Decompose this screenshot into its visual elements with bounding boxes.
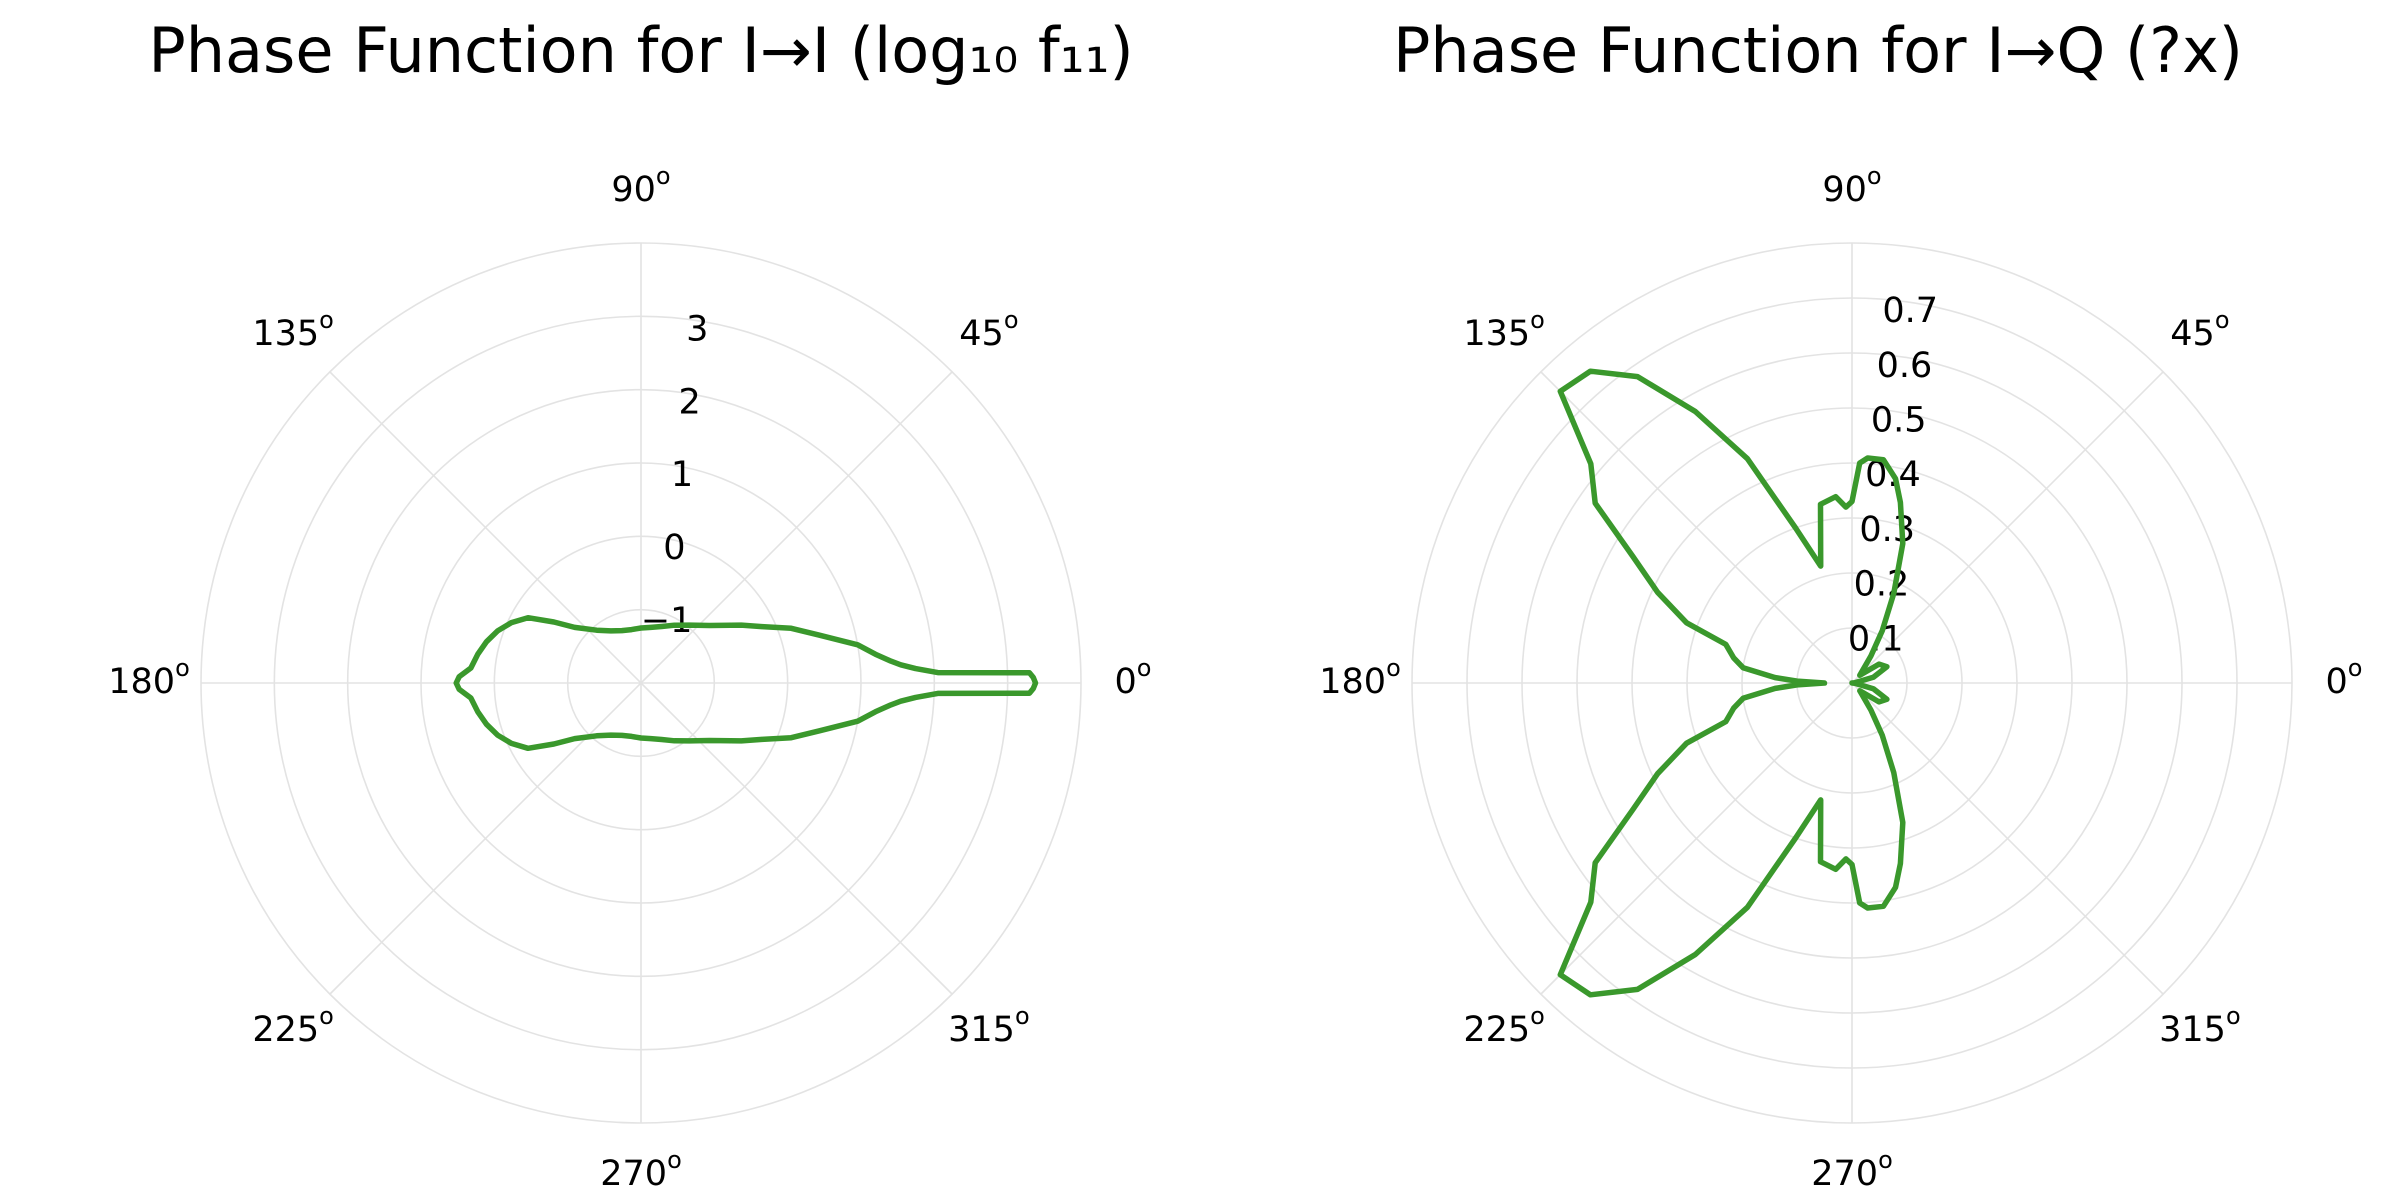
right-angle-tick-label: 270o — [1811, 1146, 1893, 1194]
right-angular-gridline — [1851, 371, 2164, 684]
right-angle-tick-label: 180o — [1319, 654, 1401, 702]
right-radial-tick-label: 0.7 — [1882, 291, 1938, 331]
left-angular-gridline — [640, 682, 953, 995]
left-series-line — [453, 614, 1039, 752]
right-radial-tick-label: 0.5 — [1871, 401, 1927, 441]
left-angular-gridline — [329, 371, 642, 684]
left-radial-tick-label: 0 — [663, 528, 685, 568]
right-angle-tick-label: 315o — [2159, 1002, 2241, 1050]
left-polar-chart: Phase Function for I→I (log₁₀ f₁₁) 0o 45o 9… — [108, 14, 1151, 1194]
right-polar-chart: Phase Function for I→Q (?x) 0o 45o 90o 135o 1… — [1319, 14, 2362, 1194]
right-angle-tick-label: 0o — [2326, 654, 2363, 702]
left-angular-gridline — [329, 682, 642, 995]
left-angle-tick-label: 135o — [252, 306, 334, 354]
right-angular-gridline — [1540, 682, 1853, 995]
right-angle-tick-label: 225o — [1463, 1002, 1545, 1050]
left-angle-tick-label: 90o — [611, 162, 670, 210]
left-angle-tick-label: 225o — [252, 1002, 334, 1050]
left-radial-tick-label: 2 — [679, 382, 701, 422]
left-angular-gridline — [640, 371, 953, 684]
right-radial-tick-label: 0.3 — [1859, 510, 1915, 550]
right-angle-tick-label: 135o — [1463, 306, 1545, 354]
left-angle-tick-label: 180o — [108, 654, 190, 702]
left-angle-tick-label: 0o — [1115, 654, 1152, 702]
right-chart-title: Phase Function for I→Q (?x) — [1393, 14, 2243, 87]
left-radial-tick-label: 3 — [686, 309, 708, 349]
right-angular-gridline — [1540, 371, 1853, 684]
right-series-line — [1557, 368, 1906, 998]
right-angle-tick-label: 90o — [1822, 162, 1881, 210]
left-angle-tick-label: 270o — [600, 1146, 682, 1194]
left-angle-tick-label: 315o — [948, 1002, 1029, 1050]
left-chart-title: Phase Function for I→I (log₁₀ f₁₁) — [148, 14, 1133, 87]
right-angle-tick-label: 45o — [2170, 306, 2229, 354]
left-radial-tick-label: −1 — [641, 601, 693, 641]
right-radial-tick-label: 0.2 — [1854, 565, 1910, 605]
left-angle-tick-label: 45o — [959, 306, 1018, 354]
right-angular-gridline — [1851, 682, 2164, 995]
right-radial-tick-label: 0.6 — [1877, 346, 1933, 386]
left-radial-tick-label: 1 — [671, 455, 693, 495]
